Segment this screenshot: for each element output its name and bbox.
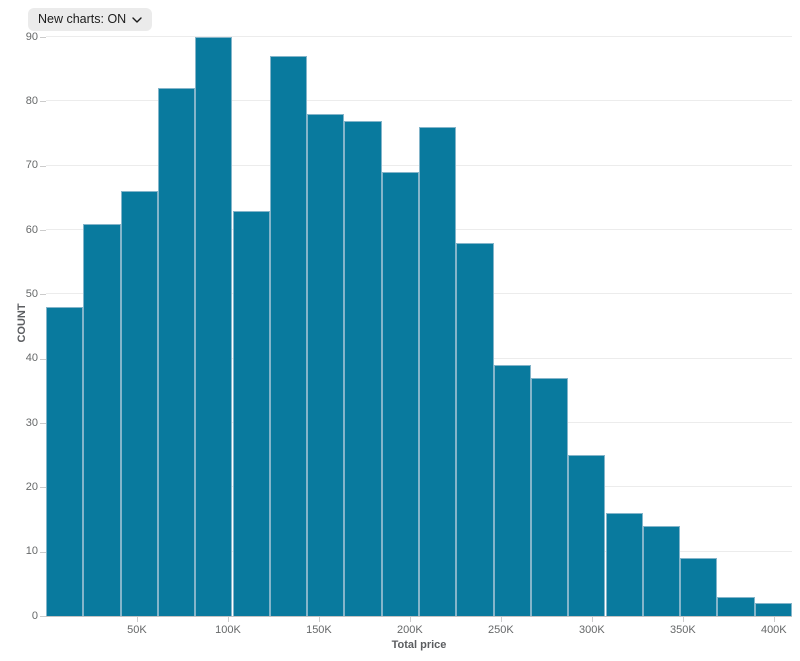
histogram-bar[interactable] (717, 596, 755, 616)
histogram-bar[interactable] (754, 603, 792, 616)
chevron-down-icon (132, 16, 142, 23)
y-tick-label: 0 (31, 609, 38, 622)
y-tick-mark (40, 230, 46, 231)
x-axis-title: Total price (391, 639, 447, 651)
y-tick-mark (40, 551, 46, 553)
x-tick-label: 400K (760, 624, 787, 636)
histogram-bar[interactable] (157, 88, 196, 616)
histogram-bar[interactable] (120, 191, 158, 616)
x-tick-mark (773, 617, 775, 622)
x-tick-mark (682, 617, 684, 622)
histogram-bar[interactable] (381, 172, 419, 616)
new-charts-toggle[interactable]: New charts: ON (28, 8, 153, 31)
y-tick-label: 80 (25, 94, 38, 107)
x-tick-mark (136, 617, 138, 622)
y-tick-mark (40, 165, 46, 167)
histogram-bar[interactable] (642, 525, 681, 616)
y-tick-label: 70 (25, 159, 38, 172)
y-tick-mark (40, 616, 46, 617)
y-tick-label: 20 (25, 480, 38, 493)
histogram-bar[interactable] (456, 242, 494, 616)
x-tick-mark (591, 617, 593, 622)
gridline-y-90 (46, 36, 792, 37)
histogram-bar[interactable] (605, 513, 643, 616)
histogram-bar[interactable] (269, 56, 308, 616)
histogram-bar[interactable] (232, 210, 270, 616)
x-tick-label: 300K (578, 624, 605, 636)
histogram-bar[interactable] (493, 365, 531, 616)
y-tick-label: 40 (25, 352, 38, 365)
x-tick-label: 50K (127, 624, 147, 636)
histogram-bar[interactable] (307, 114, 345, 616)
y-tick-label: 10 (25, 545, 38, 558)
x-tick-label: 200K (397, 624, 423, 636)
histogram-bar[interactable] (680, 558, 718, 616)
y-tick-mark (40, 487, 46, 489)
y-tick-mark (40, 37, 46, 38)
histogram-bar[interactable] (46, 307, 84, 616)
x-tick-mark (318, 617, 320, 622)
x-tick-mark (409, 617, 411, 622)
y-tick-mark (40, 294, 46, 296)
histogram-bar[interactable] (530, 377, 569, 616)
histogram-bar[interactable] (344, 120, 382, 616)
y-tick-label: 30 (25, 416, 38, 429)
y-tick-label: 60 (25, 223, 38, 236)
y-tick-mark (40, 101, 46, 103)
x-tick-label: 350K (669, 624, 696, 636)
x-tick-mark (500, 617, 502, 622)
y-axis-title: COUNT (16, 303, 28, 343)
plot-area (46, 36, 792, 617)
x-tick-label: 150K (306, 624, 332, 636)
new-charts-toggle-label: New charts: ON (38, 12, 127, 27)
y-tick-mark (40, 358, 46, 360)
gridline-y-80 (46, 100, 792, 102)
x-tick-label: 250K (488, 624, 514, 636)
y-tick-mark (40, 423, 46, 424)
histogram-bar[interactable] (83, 223, 121, 616)
histogram-bar[interactable] (419, 127, 457, 616)
y-tick-label: 90 (25, 30, 38, 43)
x-tick-mark (227, 617, 229, 622)
histogram-bar[interactable] (568, 455, 606, 616)
x-tick-label: 100K (215, 624, 241, 636)
histogram-bar[interactable] (195, 37, 233, 616)
y-tick-label: 50 (25, 287, 38, 300)
